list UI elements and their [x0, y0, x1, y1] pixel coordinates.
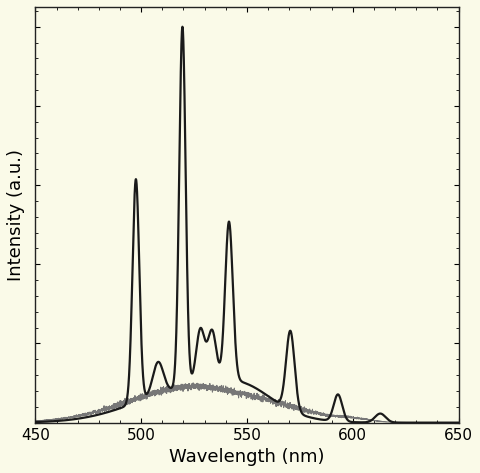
X-axis label: Wavelength (nm): Wavelength (nm) — [169, 448, 324, 466]
Y-axis label: Intensity (a.u.): Intensity (a.u.) — [7, 149, 25, 281]
